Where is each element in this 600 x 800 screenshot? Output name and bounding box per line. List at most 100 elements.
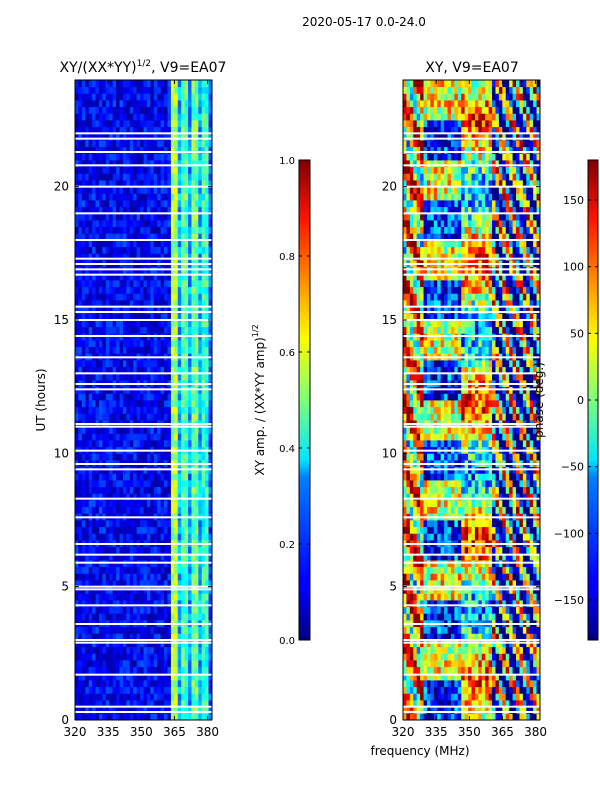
heat-cell <box>126 393 131 401</box>
heat-cell <box>471 593 476 601</box>
heat-cell <box>98 233 103 241</box>
heat-cell <box>194 306 199 314</box>
heat-cell <box>109 680 114 688</box>
heat-cell <box>140 573 144 581</box>
heat-cell <box>153 440 158 448</box>
heat-cell <box>92 100 96 108</box>
heat-cell <box>95 433 100 441</box>
heat-cell <box>143 280 148 288</box>
heat-cell <box>122 253 127 261</box>
heat-cell <box>136 566 141 574</box>
heat-cell <box>122 113 127 121</box>
heat-cell <box>478 546 483 554</box>
heat-cell <box>78 453 83 461</box>
heat-cell <box>85 320 90 328</box>
heat-cell <box>109 200 114 208</box>
heat-cell <box>150 406 155 414</box>
heat-cell <box>184 293 189 301</box>
heat-cell <box>126 120 131 128</box>
heat-cell <box>88 253 93 261</box>
heat-cell <box>129 453 134 461</box>
heat-cell <box>194 233 199 241</box>
heat-cell <box>177 393 182 401</box>
heat-cell <box>426 686 431 694</box>
heat-cell <box>133 580 138 588</box>
heat-cell <box>471 700 476 708</box>
heat-cell <box>437 573 442 581</box>
heat-cell <box>450 606 455 614</box>
heat-cell <box>184 706 189 714</box>
heat-cell <box>109 566 114 574</box>
heat-cell <box>420 573 424 581</box>
heat-cell <box>153 633 158 641</box>
heat-cell <box>194 506 199 514</box>
heat-cell <box>170 206 175 214</box>
heat-cell <box>109 666 114 674</box>
heat-cell <box>208 346 213 354</box>
heat-cell <box>184 493 189 501</box>
heat-cell <box>146 500 151 508</box>
heat-cell <box>194 673 199 681</box>
heat-cell <box>140 506 144 514</box>
heat-cell <box>444 693 448 701</box>
heat-cell <box>88 606 93 614</box>
heat-cell <box>471 626 476 634</box>
heat-cell <box>133 100 138 108</box>
heat-cell <box>194 666 199 674</box>
heat-cell <box>174 700 179 708</box>
heat-cell <box>194 706 199 714</box>
heat-cell <box>160 100 165 108</box>
heat-cell <box>201 553 206 561</box>
heat-cell <box>122 340 127 348</box>
heat-cell <box>160 106 165 114</box>
heat-cell <box>75 213 79 221</box>
heat-cell <box>126 100 131 108</box>
heat-cell <box>75 140 79 148</box>
heat-cell <box>129 573 134 581</box>
heat-cell <box>406 706 411 714</box>
heat-cell <box>78 86 83 94</box>
heat-cell <box>112 300 117 308</box>
heat-cell <box>450 553 455 561</box>
heat-cell <box>403 706 407 714</box>
heat-cell <box>177 360 182 368</box>
heat-cell <box>116 273 120 281</box>
heat-cell <box>105 226 110 234</box>
heat-cell <box>102 520 107 528</box>
heat-cell <box>129 440 134 448</box>
heat-cell <box>150 493 155 501</box>
heat-cell <box>191 80 196 88</box>
heat-cell <box>75 226 79 234</box>
heat-cell <box>116 646 120 654</box>
heat-cell <box>146 400 151 408</box>
heat-cell <box>184 366 189 374</box>
heat-cell <box>502 573 507 581</box>
heat-cell <box>198 433 203 441</box>
heat-cell <box>464 593 469 601</box>
heat-cell <box>133 406 138 414</box>
heat-cell <box>109 206 114 214</box>
heat-cell <box>146 206 151 214</box>
heat-cell <box>105 366 110 374</box>
heat-cell <box>184 553 189 561</box>
heat-cell <box>205 340 209 348</box>
heat-cell <box>78 693 83 701</box>
heat-cell <box>205 120 209 128</box>
heat-cell <box>529 680 534 688</box>
heat-cell <box>133 326 138 334</box>
heat-cell <box>191 686 196 694</box>
heat-cell <box>157 546 162 554</box>
heat-cell <box>519 626 524 634</box>
heat-cell <box>181 546 185 554</box>
heat-cell <box>516 686 520 694</box>
heat-cell <box>423 666 428 674</box>
heat-cell <box>191 120 196 128</box>
heat-cell <box>478 580 483 588</box>
heat-cell <box>92 106 96 114</box>
heat-cell <box>119 200 124 208</box>
heat-cell <box>95 693 100 701</box>
heat-cell <box>112 220 117 228</box>
heat-cell <box>188 480 192 488</box>
heat-cell <box>461 606 466 614</box>
heat-cell <box>129 106 134 114</box>
